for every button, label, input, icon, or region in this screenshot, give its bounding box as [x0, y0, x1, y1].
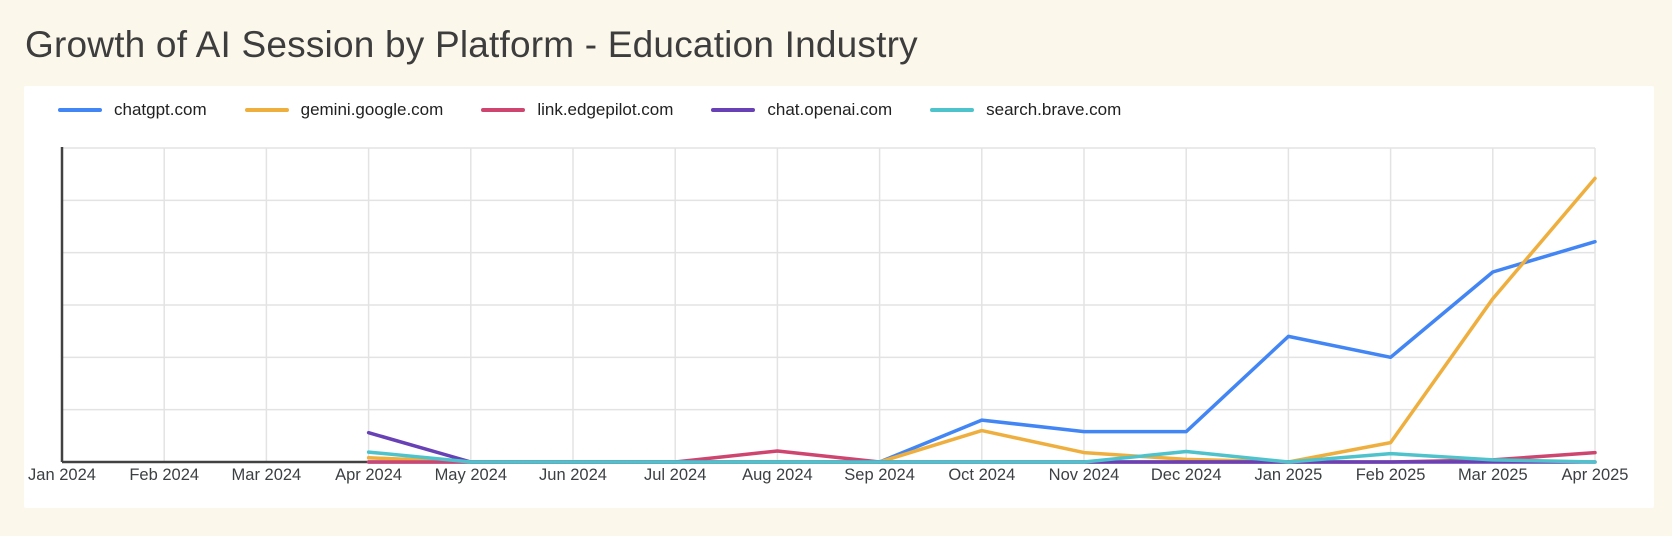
legend-label: chat.openai.com — [767, 100, 893, 119]
x-axis-tick-label: Nov 2024 — [1049, 466, 1120, 484]
chart-card — [24, 86, 1654, 508]
legend-swatch-icon — [930, 108, 975, 112]
x-axis-tick-label: Jan 2025 — [1254, 466, 1322, 484]
chart-legend: chatgpt.com gemini.google.com link.edgepil… — [58, 98, 1121, 122]
legend-label: search.brave.com — [986, 100, 1122, 119]
legend-swatch-icon — [58, 108, 102, 112]
legend-item-chat-openai-com[interactable]: chat.openai.com — [711, 100, 892, 120]
legend-label: link.edgepilot.com — [537, 100, 674, 119]
x-axis-tick-label: Aug 2024 — [742, 466, 813, 484]
legend-swatch-icon — [711, 108, 756, 112]
legend-label: chatgpt.com — [114, 100, 207, 119]
legend-item-gemini-google-com[interactable]: gemini.google.com — [244, 100, 444, 120]
x-axis-tick-label: Jul 2024 — [644, 466, 706, 484]
legend-item-link-edgepilot-com[interactable]: link.edgepilot.com — [481, 100, 673, 120]
legend-item-search-brave-com[interactable]: search.brave.com — [930, 100, 1121, 120]
x-axis-tick-label: May 2024 — [435, 466, 507, 484]
x-axis-tick-label: Sep 2024 — [844, 466, 915, 484]
x-axis-tick-label: Dec 2024 — [1151, 466, 1222, 484]
x-axis-tick-label: Mar 2025 — [1458, 466, 1528, 484]
x-axis-tick-label: Apr 2025 — [1562, 466, 1629, 484]
x-axis-tick-label: Mar 2024 — [232, 466, 302, 484]
x-axis-tick-label: Jun 2024 — [539, 466, 607, 484]
x-axis-tick-label: Jan 2024 — [28, 466, 96, 484]
x-axis-tick-label: Apr 2024 — [335, 466, 402, 484]
series-line-search-brave-com[interactable] — [366, 449, 1597, 464]
legend-swatch-icon — [481, 108, 526, 112]
legend-item-chatgpt-com[interactable]: chatgpt.com — [58, 100, 207, 120]
legend-label: gemini.google.com — [300, 100, 444, 119]
x-axis-tick-label: Feb 2024 — [129, 466, 199, 484]
x-axis-tick-label: Oct 2024 — [948, 466, 1015, 484]
page-title: Growth of AI Session by Platform - Educa… — [25, 24, 918, 65]
x-axis-tick-label: Feb 2025 — [1356, 466, 1426, 484]
legend-swatch-icon — [244, 108, 289, 112]
